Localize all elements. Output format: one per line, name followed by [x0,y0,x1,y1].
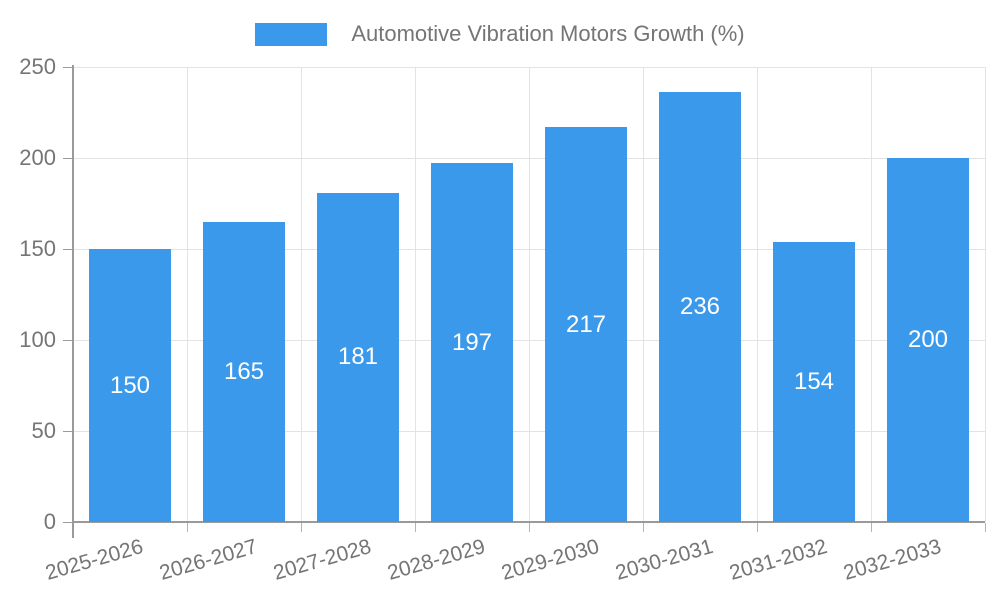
gridline-vertical [414,67,416,522]
bar-value-label: 236 [679,293,721,321]
gridline-vertical [528,67,530,522]
y-axis-tick-label: 50 [31,418,56,443]
bar-value-label: 200 [907,326,949,353]
y-axis-line [72,65,74,538]
gridline-vertical [186,67,188,522]
y-axis-tick-label: 150 [19,236,56,261]
bar[interactable]: 150 [89,249,171,522]
bar-value-label: 150 [109,371,151,399]
gridline-vertical [642,67,644,522]
x-axis-tick [756,523,758,532]
x-axis-category-label: 2026-2027 [156,535,260,585]
y-axis-tick-label: 100 [19,327,56,352]
bar[interactable]: 217 [545,127,627,522]
x-axis-category-label: 2029-2030 [498,535,602,585]
y-axis-tick-label: 0 [43,509,56,534]
y-axis-tick [63,521,73,523]
legend-swatch [255,22,328,46]
bar-value-label: 217 [565,310,607,338]
x-axis-tick [984,523,986,532]
x-axis-tick [870,523,872,532]
bar[interactable]: 154 [773,241,855,522]
y-axis-tick [63,66,73,68]
gridline-vertical [300,67,302,522]
y-axis-tick-label: 250 [19,54,56,79]
x-axis-line [73,521,985,523]
bar-value-label: 154 [793,367,835,395]
bar-value-label: 181 [337,343,379,371]
gridline-vertical [870,67,872,522]
legend[interactable]: Automotive Vibration Motors Growth (%) [0,18,1000,50]
bar[interactable]: 236 [659,92,741,522]
y-axis-tick-label: 200 [19,145,56,170]
y-axis-tick [63,430,73,432]
x-axis-tick [528,523,530,532]
gridline-vertical [756,67,758,522]
legend-label: Automotive Vibration Motors Growth (%) [351,21,745,46]
x-axis-tick [186,523,188,532]
y-axis-tick [63,339,73,341]
x-axis-category-label: 2031-2032 [726,535,830,585]
x-axis-category-label: 2032-2033 [840,535,944,585]
x-axis-category-label: 2027-2028 [270,535,374,585]
x-axis-tick [414,523,416,532]
x-axis-tick [300,523,302,532]
bar[interactable]: 181 [317,192,399,522]
bar[interactable]: 165 [203,221,285,522]
bar-value-label: 165 [223,357,265,385]
x-axis-tick [642,523,644,532]
bar[interactable]: 200 [887,158,969,522]
y-axis-tick [63,157,73,159]
bar-value-label: 197 [451,328,493,356]
x-axis-category-label: 2030-2031 [612,535,716,585]
x-axis-category-label: 2028-2029 [384,535,488,585]
gridline-vertical [984,67,986,522]
x-axis-category-label: 2025-2026 [42,535,146,585]
bar[interactable]: 197 [431,163,513,522]
y-axis-tick [63,248,73,250]
